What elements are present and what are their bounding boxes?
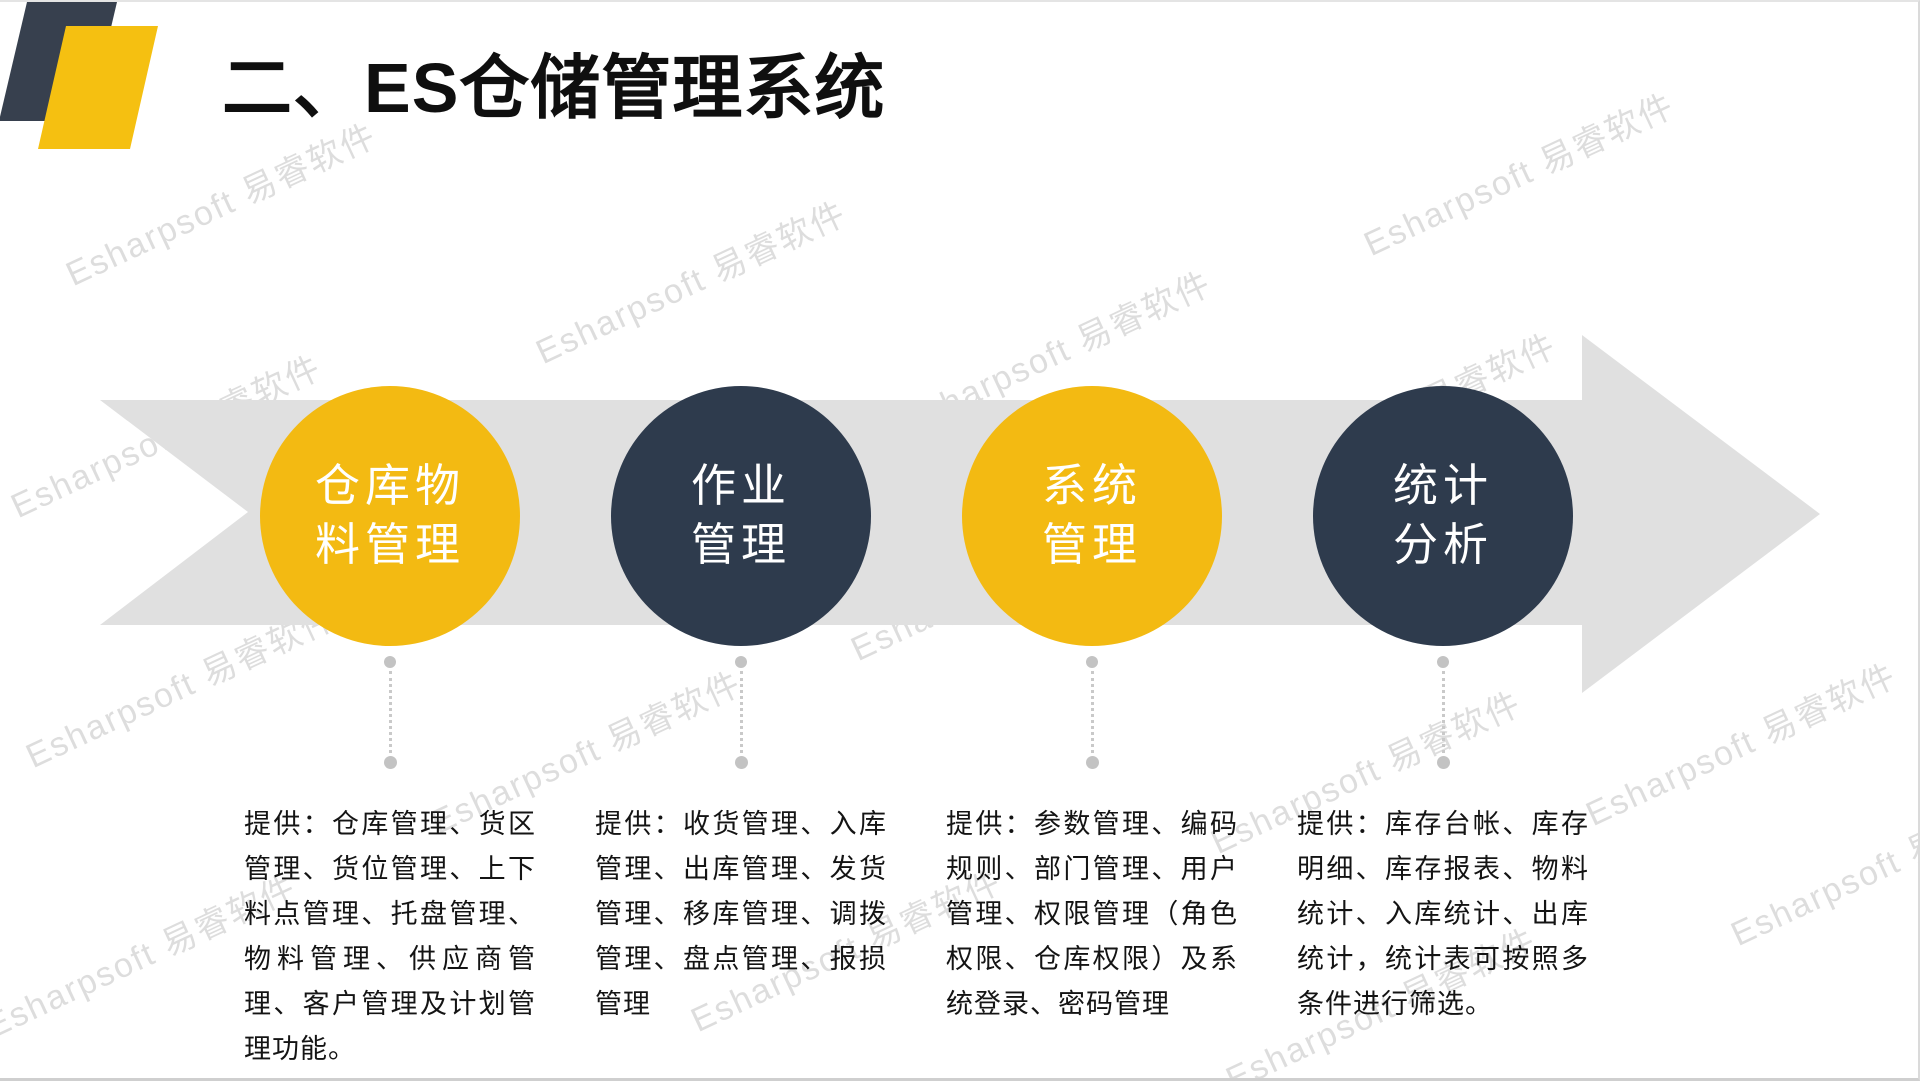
connector-dot-top bbox=[1086, 656, 1098, 668]
step-circle-1: 仓库物 料管理 bbox=[260, 386, 520, 646]
connector-dotted-line bbox=[1441, 671, 1445, 753]
connector-dotted-line bbox=[1090, 671, 1094, 753]
connector-dot-bottom bbox=[1436, 756, 1450, 769]
connector bbox=[1085, 656, 1099, 769]
step-circle-4: 统计 分析 bbox=[1313, 386, 1573, 646]
connector-dot-bottom bbox=[383, 756, 397, 769]
step-circle-2: 作业 管理 bbox=[611, 386, 871, 646]
circle-label: 作业 管理 bbox=[690, 460, 791, 570]
connector-dotted-line bbox=[388, 671, 392, 753]
connector bbox=[1436, 656, 1450, 769]
logo-mark bbox=[0, 2, 158, 149]
connector-dot-top bbox=[735, 656, 747, 668]
connector-dotted-line bbox=[739, 671, 743, 753]
step-description-2: 提供：收货管理、入库管理、出库管理、发货管理、移库管理、调拨管理、盘点管理、报损… bbox=[595, 809, 887, 1019]
step-column-2: 作业 管理 提供：收货管理、入库管理、出库管理、发货管理、移库管理、调拨管理、盘… bbox=[581, 2, 901, 1078]
step-column-3: 系统 管理 提供：参数管理、编码规则、部门管理、用户管理、权限管理（角色权限、仓… bbox=[932, 2, 1252, 1078]
connector-dot-top bbox=[1437, 656, 1449, 668]
step-description-4: 提供：库存台帐、库存明细、库存报表、物料统计、入库统计、出库统计，统计表可按照多… bbox=[1297, 809, 1589, 1019]
connector bbox=[734, 656, 748, 769]
step-column-4: 统计 分析 提供：库存台帐、库存明细、库存报表、物料统计、入库统计、出库统计，统… bbox=[1283, 2, 1603, 1078]
connector-dot-top bbox=[384, 656, 396, 668]
step-description-3: 提供：参数管理、编码规则、部门管理、用户管理、权限管理（角色权限、仓库权限）及系… bbox=[946, 809, 1238, 1019]
step-description-1: 提供：仓库管理、货区管理、货位管理、上下料点管理、托盘管理、物料管理、供应商管理… bbox=[244, 809, 536, 1064]
connector-dot-bottom bbox=[1085, 756, 1099, 769]
connector-dot-bottom bbox=[734, 756, 748, 769]
slide-title: 二、ES仓储管理系统 bbox=[222, 49, 886, 127]
circle-label: 仓库物 料管理 bbox=[314, 460, 465, 570]
logo-parallelogram-yellow bbox=[38, 26, 158, 149]
step-column-1: 仓库物 料管理 提供：仓库管理、货区管理、货位管理、上下料点管理、托盘管理、物料… bbox=[230, 2, 550, 1078]
step-circle-3: 系统 管理 bbox=[962, 386, 1222, 646]
circle-label: 统计 分析 bbox=[1392, 460, 1493, 570]
connector bbox=[383, 656, 397, 769]
circle-label: 系统 管理 bbox=[1041, 460, 1142, 570]
